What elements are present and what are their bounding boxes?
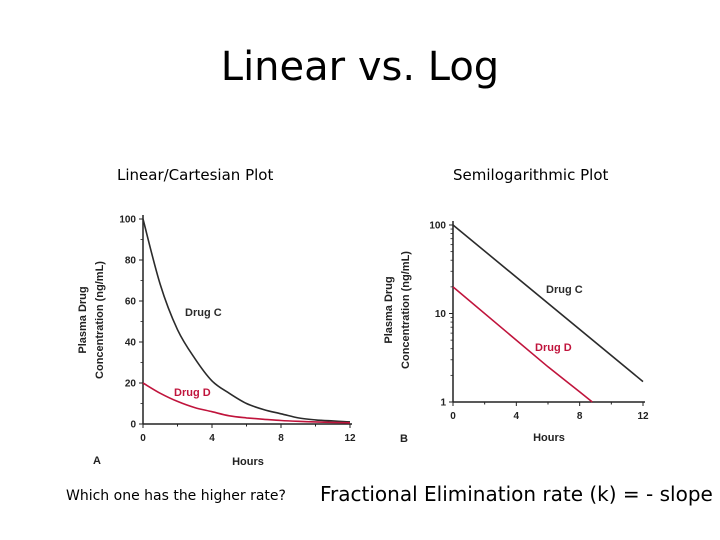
chart-b-ytick-label: 10 [435, 309, 447, 320]
chart-a-drug-c-label: Drug C [185, 307, 222, 319]
formula-text: Fractional Elimination rate (k) = - slop… [320, 482, 713, 506]
chart-b-xtick-label: 0 [450, 411, 456, 422]
chart-a-ytick-label: 100 [119, 215, 136, 226]
chart-b-title: Semilogarithmic Plot [453, 166, 609, 184]
chart-a-y-axis-label-line1: Plasma Drug [77, 286, 89, 353]
chart-b-xtick-label: 12 [637, 411, 649, 422]
chart-a-ytick-label: 40 [125, 338, 137, 349]
chart-a-x-axis-label: Hours [232, 456, 264, 468]
chart-b-drug-d-label: Drug D [535, 342, 572, 354]
chart-a-xtick-label: 4 [209, 433, 215, 444]
chart-a-ytick-label: 0 [130, 420, 136, 431]
chart-b-drug-c-line [452, 224, 644, 383]
chart-a-ytick-label: 60 [125, 297, 137, 308]
chart-a-xtick-label: 8 [278, 433, 284, 444]
chart-a-title: Linear/Cartesian Plot [117, 166, 274, 184]
chart-b-ytick-label: 100 [429, 221, 446, 232]
chart-b-xtick-label: 8 [577, 411, 583, 422]
chart-a-ytick-label: 80 [125, 256, 137, 267]
chart-a-panel-label: A [93, 455, 101, 467]
chart-b-panel-label: B [400, 433, 408, 445]
chart-b-x-axis-label: Hours [533, 432, 565, 444]
chart-a-xtick-label: 12 [344, 433, 356, 444]
chart-a-drug-d-label: Drug D [174, 387, 211, 399]
chart-a-drug-c-line [142, 218, 351, 423]
chart-a-xtick-label: 0 [140, 433, 146, 444]
question-text: Which one has the higher rate? [66, 488, 286, 504]
chart-b-ytick-label: 1 [440, 398, 446, 409]
chart-b-drug-c-label: Drug C [546, 284, 583, 296]
chart-b-xtick-label: 4 [514, 411, 520, 422]
chart-a-ytick-label: 20 [125, 379, 137, 390]
chart-b-y-axis-label-line2: Concentration (ng/mL) [400, 251, 412, 369]
chart-a-drug-d-line [142, 382, 351, 424]
slide-title: Linear vs. Log [220, 44, 500, 90]
chart-b-drug-d-line [452, 286, 593, 403]
chart-b-y-axis-label-line1: Plasma Drug [383, 276, 395, 343]
chart-a-y-axis-label-line2: Concentration (ng/mL) [94, 261, 106, 379]
